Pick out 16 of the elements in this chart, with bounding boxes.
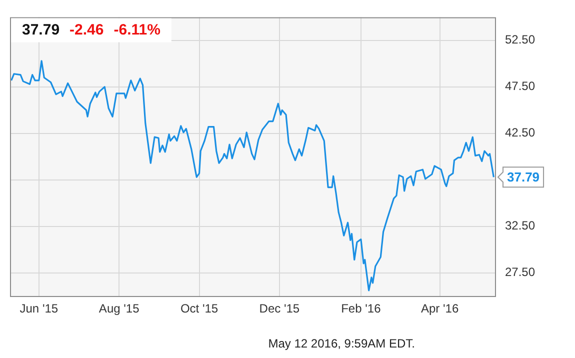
x-tick-label: Dec '15	[259, 302, 300, 316]
y-tick-label: 47.50	[505, 79, 536, 94]
y-tick-label: 32.50	[505, 218, 536, 233]
y-tick-label: 27.50	[505, 265, 536, 280]
text: May 12 2016, 9:59AM EDT.	[268, 336, 415, 350]
x-tick-label: Aug '15	[98, 302, 140, 316]
x-tick-label: Oct '15	[180, 302, 218, 316]
annotation: 37.79	[22, 21, 60, 38]
y-tick-label: 42.50	[505, 126, 536, 140]
x-tick-label: Feb '16	[341, 302, 382, 316]
annotation: -6.11%	[114, 21, 160, 38]
annotation: -2.46	[70, 21, 104, 38]
x-tick-label: Apr '16	[420, 302, 459, 316]
annotation: 37.79	[507, 170, 540, 185]
y-tick-label: 52.50	[505, 32, 536, 47]
x-tick-label: Jun '15	[20, 302, 58, 316]
